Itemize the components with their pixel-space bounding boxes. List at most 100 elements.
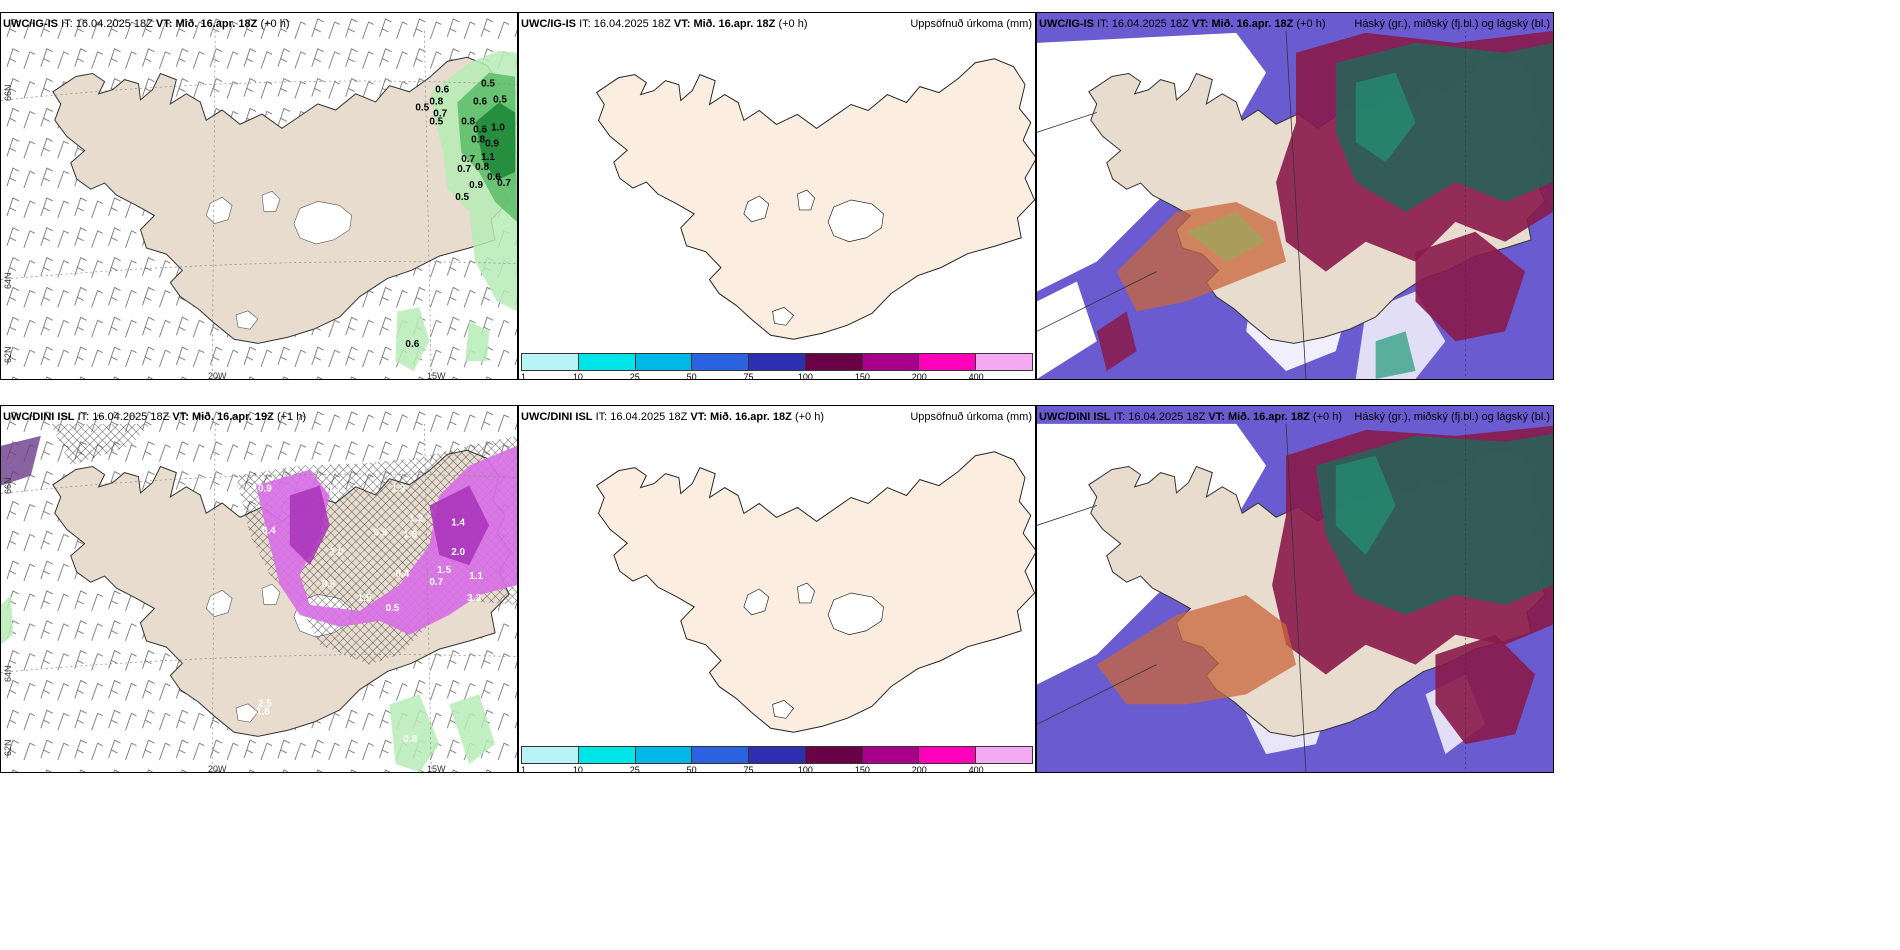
precip-value-label: 0.9 <box>485 138 499 149</box>
colorbar-tick-label: 1 <box>521 765 527 773</box>
precip-value-label: 0.6 <box>473 124 487 135</box>
valid-time: Mið. 16.apr. 18Z <box>1211 18 1294 30</box>
vt-label: VT: <box>172 411 189 423</box>
precip-value-label: 1.0 <box>491 122 505 133</box>
vt-label: VT: <box>1191 18 1209 30</box>
lat-label: 66N <box>3 84 13 101</box>
panel-ig-wind-precip: 0.6 0.5 0.5 0.8 0.6 0.5 0.7 0.5 0.8 0.6 1.0 0.8 0.9 1… <box>0 12 518 380</box>
it-label: IT: <box>579 18 591 30</box>
colorbar-tick-label: 1 <box>521 372 527 380</box>
panel-header: UWC/DINI ISL IT: 16.04.2025 18Z VT: Mið.… <box>521 411 824 423</box>
lat-label: 64N <box>3 665 13 682</box>
colorbar-tick-label: 100 <box>797 372 813 380</box>
precip-value-label: 1.8 <box>403 529 417 540</box>
precip-value-label: 0.5 <box>415 102 429 113</box>
lead-time: (+0 h) <box>778 18 808 30</box>
init-time: 16.04.2025 18Z <box>1128 411 1206 423</box>
init-time: 16.04.2025 18Z <box>610 411 688 423</box>
precip-value-label: 0.6 <box>487 172 501 183</box>
colorbar-tick-label: 100 <box>797 765 813 773</box>
precip-value-label: 0.9 <box>374 527 388 538</box>
colorbar-swatch <box>635 354 693 370</box>
precip-value-label: 0.7 <box>497 178 511 189</box>
precip-value-label: 0.7 <box>429 577 443 588</box>
it-label: IT: <box>1097 18 1109 30</box>
colorbar-ticks: 1 10 25 50 75 100 150 200 400 <box>521 371 1033 380</box>
precip-value-label: 0.6 <box>405 339 419 350</box>
vt-label: VT: <box>155 18 173 30</box>
precip-value-label: 0.8 <box>475 162 489 173</box>
colorbar-swatch <box>692 354 750 370</box>
precip-value-label: 1.7 <box>328 484 342 495</box>
model-name: UWC/DINI ISL <box>3 411 75 423</box>
colorbar-tick-label: 25 <box>629 765 640 773</box>
colorbar-ticks: 1 10 25 50 75 100 150 200 400 <box>521 764 1033 773</box>
precip-value-label: 1.1 <box>469 571 483 582</box>
precip-value-label: 1.9 <box>391 484 405 495</box>
colorbar-swatch <box>522 354 579 370</box>
colorbar-tick-label: 50 <box>686 765 697 773</box>
precip-value-label: 0.6 <box>473 97 487 108</box>
it-label: IT: <box>595 411 608 423</box>
precip-values-ig: 0.60.50.50.8 0.60.50.70.5 0.80.6 1.00.8 0.91… <box>405 79 511 351</box>
panel-header: UWC/IG-IS IT: 16.04.2025 18Z VT: Mið. 16… <box>3 18 289 30</box>
precip-value-label: 1.2 <box>409 513 423 524</box>
vt-label: VT: <box>1208 411 1225 423</box>
lead-time: (+0 h) <box>794 411 824 423</box>
map-ig-clouds <box>1037 13 1553 379</box>
precip-value-label: 0.4 <box>395 569 409 580</box>
valid-time: Mið. 16.apr. 18Z <box>1227 411 1310 423</box>
colorbar-swatch <box>805 747 863 763</box>
it-label: IT: <box>77 411 90 423</box>
panel-ig-clouds: UWC/IG-IS IT: 16.04.2025 18Z VT: Mið. 16… <box>1036 12 1554 380</box>
colorbar-swatch <box>976 354 1033 370</box>
colorbar-swatch <box>578 354 636 370</box>
colorbar-tick-label: 75 <box>743 372 754 380</box>
panel-variable-title: Uppsöfnuð úrkoma (mm) <box>910 411 1032 423</box>
colorbar-swatch <box>635 747 693 763</box>
lead-time: (+0 h) <box>1312 411 1342 423</box>
map-dini-wind-precip: 0.9 1.7 1.91.20.41.00.61.50.9 1.82.01.50.71… <box>1 406 517 772</box>
colorbar-swatch <box>919 747 977 763</box>
colorbar-swatch <box>862 747 920 763</box>
valid-time: Mið. 16.apr. 18Z <box>693 18 776 30</box>
precip-value-label: 1.5 <box>358 593 372 604</box>
precip-value-label: 0.7 <box>461 154 475 165</box>
map-dini-accum-precip <box>596 451 1035 733</box>
colorbar-swatch <box>976 747 1033 763</box>
precip-value-label: 0.5 <box>455 192 469 203</box>
map-ig-accum-precip <box>596 58 1035 340</box>
panel-dini-clouds: UWC/DINI ISL IT: 16.04.2025 18Z VT: Mið.… <box>1036 405 1554 773</box>
it-label: IT: <box>1113 411 1126 423</box>
precip-value-label: 0.8 <box>461 116 475 127</box>
colorbar-swatch <box>692 747 750 763</box>
valid-time: Mið. 16.apr. 18Z <box>709 411 792 423</box>
colorbar-tick-label: 50 <box>686 372 697 380</box>
precip-value-label: 2.5 <box>258 698 272 709</box>
precip-value-label: 0.5 <box>386 603 400 614</box>
precip-value-label: 2.0 <box>451 547 465 558</box>
map-ig-wind-precip: 0.60.50.50.8 0.60.50.70.5 0.80.6 1.00.8 0.91… <box>1 13 517 379</box>
colorbar-tick-label: 400 <box>968 765 984 773</box>
lat-label: 62N <box>3 346 13 363</box>
lon-label: 15W <box>427 371 446 380</box>
precip-value-label: 1.5 <box>437 565 451 576</box>
model-name: UWC/IG-IS <box>1039 18 1094 30</box>
precip-value-label: 0.5 <box>429 116 443 127</box>
colorbar-tick-label: 10 <box>572 765 583 773</box>
panel-header: UWC/IG-IS IT: 16.04.2025 18Z VT: Mið. 16… <box>1039 18 1325 30</box>
precip-value-label: 0.9 <box>469 180 483 191</box>
colorbar-tick-label: 200 <box>911 372 927 380</box>
lon-label: 20W <box>208 764 227 773</box>
panel-header: UWC/DINI ISL IT: 16.04.2025 18Z VT: Mið.… <box>1039 411 1342 423</box>
colorbar-swatch <box>578 747 636 763</box>
colorbar-tick-label: 150 <box>854 372 870 380</box>
init-time: 16.04.2025 18Z <box>75 18 153 30</box>
panel-dini-accum-precip: UWC/DINI ISL IT: 16.04.2025 18Z VT: Mið.… <box>518 405 1036 773</box>
panel-ig-accum-precip: UWC/IG-IS IT: 16.04.2025 18Z VT: Mið. 16… <box>518 12 1036 380</box>
precip-value-label: 1.1 <box>481 152 495 163</box>
precip-value-label: 0.4 <box>262 525 276 536</box>
precip-value-label: 0.8 <box>403 734 417 745</box>
vt-label: VT: <box>690 411 707 423</box>
precip-value-label: 3.3 <box>467 593 481 604</box>
